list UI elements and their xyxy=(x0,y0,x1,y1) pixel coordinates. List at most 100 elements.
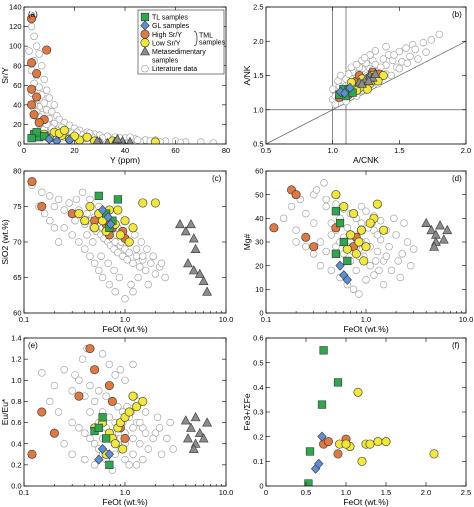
y-axis-label: Eu/Eu* xyxy=(0,398,10,425)
literature-point xyxy=(45,94,53,102)
y-tick-label: 50 xyxy=(255,190,263,199)
literature-point xyxy=(320,179,328,187)
literature-point xyxy=(111,371,119,379)
y-axis-label: Mg# xyxy=(242,233,252,250)
low-sry-point xyxy=(150,198,160,208)
literature-point xyxy=(161,273,169,282)
literature-point xyxy=(349,285,358,294)
literature-point xyxy=(166,418,174,427)
low-sry-point xyxy=(128,223,138,233)
literature-point xyxy=(419,38,428,47)
literature-point xyxy=(322,195,330,204)
literature-point xyxy=(375,266,383,275)
gl-point xyxy=(103,212,113,223)
high-sry-point xyxy=(37,407,47,417)
literature-point xyxy=(60,366,68,374)
literature-point xyxy=(81,429,89,437)
literature-point xyxy=(68,387,76,395)
literature-point xyxy=(279,214,288,223)
literature-point xyxy=(90,440,99,448)
literature-point xyxy=(95,266,103,275)
tl-point xyxy=(339,237,348,247)
high-sry-point xyxy=(107,396,117,406)
literature-point xyxy=(37,62,46,70)
y-axis-label: A/NK xyxy=(242,65,252,85)
literature-point xyxy=(373,247,382,256)
y-tick-label: 2.5 xyxy=(253,3,263,12)
literature-point xyxy=(292,226,300,234)
literature-point xyxy=(97,252,105,260)
literature-point xyxy=(121,455,129,464)
literature-point xyxy=(157,259,166,267)
legend-tml-label: TML xyxy=(199,33,213,40)
tl-point xyxy=(113,195,122,204)
meta-point xyxy=(92,135,102,144)
y-tick-label: 1.0 xyxy=(11,376,21,385)
low-sry-point xyxy=(339,202,349,212)
meta-point xyxy=(426,224,437,235)
low-sry-point xyxy=(120,216,130,226)
meta-point xyxy=(180,226,191,236)
panel-label: (c) xyxy=(212,174,222,183)
tl-point xyxy=(317,400,327,409)
literature-point xyxy=(40,209,49,218)
literature-point xyxy=(316,238,325,246)
y-tick-label: 0.5 xyxy=(253,358,263,367)
literature-point xyxy=(75,238,83,246)
low-sry-point xyxy=(74,209,84,219)
panel-label: (a) xyxy=(28,10,38,19)
literature-point xyxy=(114,403,122,411)
literature-point xyxy=(136,263,144,271)
meta-point xyxy=(190,438,201,448)
high-sry-point xyxy=(291,190,301,200)
literature-point xyxy=(105,360,114,369)
literature-point xyxy=(90,259,99,267)
y-axis-label: Fe3+/ΣFe xyxy=(242,393,252,430)
literature-point xyxy=(382,252,391,260)
x-axis-label: FeOt (wt.%) xyxy=(343,497,389,507)
gl-point xyxy=(105,219,116,230)
low-sry-point xyxy=(115,230,125,240)
literature-point xyxy=(116,366,125,374)
literature-point xyxy=(27,22,36,31)
plot-frame xyxy=(265,337,467,487)
literature-point xyxy=(46,192,54,200)
x-tick-label: 1.0 xyxy=(327,146,337,155)
low-sry-point xyxy=(138,396,148,406)
meta-point xyxy=(202,417,213,427)
literature-point xyxy=(123,256,131,264)
meta-point xyxy=(186,219,196,229)
literature-point xyxy=(322,247,330,256)
literature-point xyxy=(141,408,150,416)
x-tick-label: 1.0 xyxy=(120,315,130,324)
literature-point xyxy=(105,280,114,289)
gl-point xyxy=(317,431,327,442)
literature-point xyxy=(390,214,398,223)
legend-label-TL: TL samples xyxy=(152,15,188,22)
literature-point xyxy=(395,47,404,56)
literature-point xyxy=(71,371,79,379)
points xyxy=(27,177,213,303)
meta-point xyxy=(186,422,196,432)
low-sry-point xyxy=(353,387,363,397)
meta-point xyxy=(140,46,150,56)
low-sry-point xyxy=(90,223,100,233)
literature-point xyxy=(90,397,99,406)
low-sry-point xyxy=(381,437,391,447)
meta-point xyxy=(198,433,209,443)
points xyxy=(25,14,218,144)
literature-point xyxy=(121,295,129,303)
low-sry-point xyxy=(110,439,120,449)
tl-point xyxy=(304,479,313,486)
y-tick-label: 0 xyxy=(259,482,263,491)
low-sry-point xyxy=(373,437,383,447)
y-tick-label: 70 xyxy=(13,238,21,247)
literature-point xyxy=(68,418,76,427)
high-sry-point xyxy=(140,29,150,39)
literature-point xyxy=(169,445,177,453)
literature-point xyxy=(390,51,398,59)
literature-point xyxy=(396,273,404,282)
literature-point xyxy=(352,60,361,69)
y-tick-label: 0.8 xyxy=(11,397,21,406)
meta-point xyxy=(183,433,193,443)
